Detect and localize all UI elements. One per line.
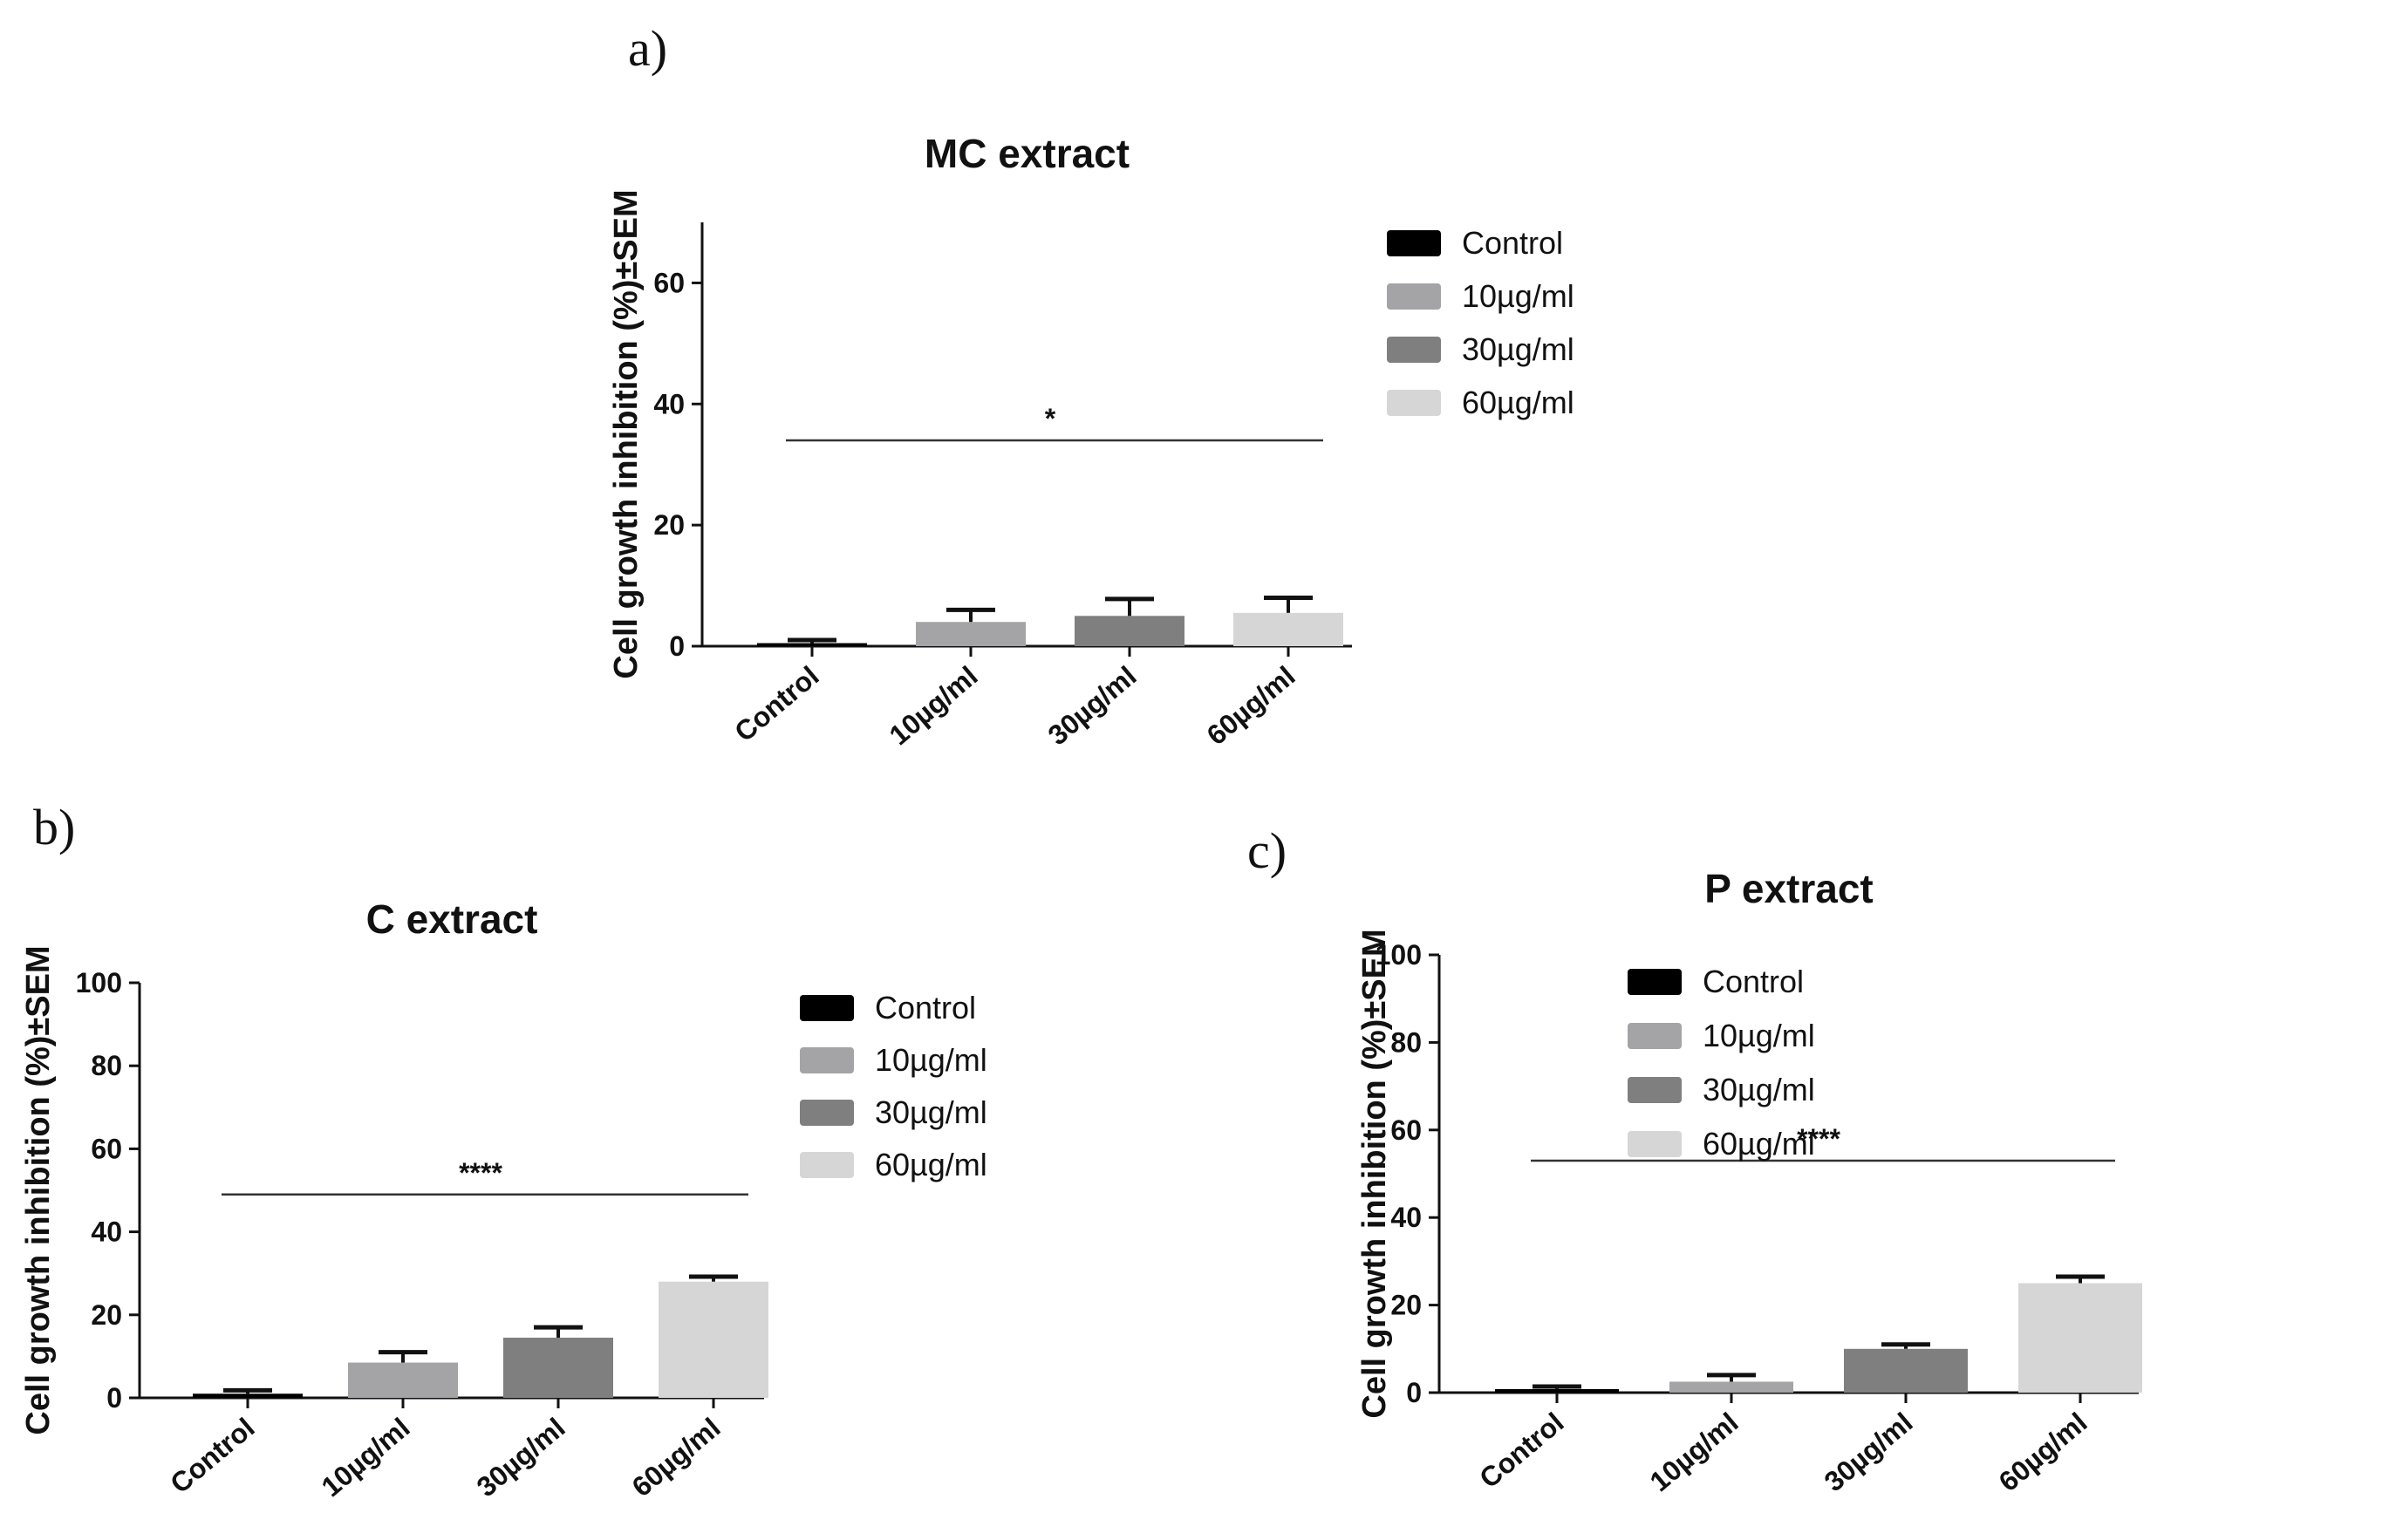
- legend-swatch-1: [1628, 1023, 1682, 1049]
- x-tick-label: 60µg/ml: [626, 1412, 727, 1503]
- legend-label-0: Control: [1703, 964, 1804, 999]
- bar-3: [1233, 612, 1343, 646]
- panel-letter: c): [1247, 822, 1287, 879]
- legend-label-3: 60µg/ml: [875, 1147, 987, 1182]
- legend-label-3: 60µg/ml: [1462, 385, 1574, 420]
- chart-title: MC extract: [925, 131, 1130, 176]
- legend-swatch-0: [800, 995, 854, 1021]
- bar-3: [2018, 1283, 2142, 1393]
- x-tick-label: 10µg/ml: [884, 660, 984, 752]
- bar-2: [1844, 1348, 1968, 1393]
- x-tick-label: 10µg/ml: [1644, 1407, 1744, 1498]
- x-tick-label: 30µg/ml: [1042, 660, 1143, 752]
- legend-swatch-2: [800, 1100, 854, 1126]
- y-tick-label: 100: [1376, 939, 1422, 971]
- panel-letter: b): [33, 799, 75, 855]
- y-tick-label: 0: [106, 1382, 122, 1414]
- bar-2: [1075, 616, 1184, 646]
- y-tick-label: 20: [1390, 1290, 1422, 1321]
- y-tick-label: 20: [91, 1299, 122, 1331]
- y-axis-label: Cell growth inhibition (%)±SEM: [1356, 929, 1393, 1418]
- legend-swatch-0: [1628, 969, 1682, 995]
- chart-panel-0: a) MC extract Cell growth inhibition (%)±S…: [608, 20, 1574, 751]
- chart-panel-2: c) P extract Cell growth inhibition (%)±SE…: [1247, 822, 2142, 1497]
- y-tick-label: 40: [91, 1216, 122, 1248]
- bar-0: [1495, 1388, 1619, 1393]
- panel-letter: a): [628, 20, 667, 77]
- x-tick-label: 60µg/ml: [1201, 660, 1301, 752]
- chart-title: C extract: [366, 896, 538, 942]
- legend-label-0: Control: [1462, 225, 1563, 261]
- legend-swatch-2: [1387, 337, 1441, 363]
- legend-swatch-3: [1387, 390, 1441, 416]
- y-tick-label: 60: [1390, 1114, 1422, 1146]
- legend-label-1: 10µg/ml: [875, 1042, 987, 1078]
- x-tick-label: 30µg/ml: [471, 1412, 571, 1503]
- legend-label-2: 30µg/ml: [875, 1094, 987, 1130]
- bar-1: [916, 622, 1026, 646]
- y-axis-label: Cell growth inhibition (%)±SEM: [20, 945, 57, 1434]
- legend-label-1: 10µg/ml: [1703, 1018, 1815, 1053]
- bar-1: [1669, 1381, 1793, 1393]
- y-tick-label: 40: [1390, 1202, 1422, 1233]
- bar-3: [659, 1281, 768, 1398]
- significance-label: ****: [1797, 1123, 1840, 1155]
- y-tick-label: 0: [1406, 1377, 1422, 1408]
- x-tick-label: Control: [1473, 1407, 1569, 1495]
- y-tick-label: 40: [653, 388, 685, 419]
- significance-label: *: [1045, 403, 1056, 434]
- y-tick-label: 20: [653, 509, 685, 541]
- legend-label-3: 60µg/ml: [1703, 1126, 1815, 1162]
- legend-swatch-2: [1628, 1077, 1682, 1103]
- x-tick-label: Control: [164, 1412, 260, 1500]
- y-tick-label: 80: [1390, 1026, 1422, 1058]
- bar-2: [503, 1337, 613, 1398]
- legend-swatch-3: [1628, 1131, 1682, 1157]
- legend-swatch-1: [1387, 283, 1441, 310]
- y-tick-label: 0: [669, 630, 685, 662]
- legend-label-1: 10µg/ml: [1462, 278, 1574, 314]
- legend-swatch-0: [1387, 230, 1441, 256]
- y-tick-label: 60: [653, 267, 685, 298]
- legend-swatch-3: [800, 1152, 854, 1178]
- x-tick-label: 60µg/ml: [1993, 1407, 2093, 1498]
- legend-label-2: 30µg/ml: [1462, 331, 1574, 367]
- y-axis-label: Cell growth inhibition (%)±SEM: [608, 189, 645, 678]
- y-tick-label: 80: [91, 1050, 122, 1081]
- bar-1: [348, 1362, 458, 1398]
- y-tick-label: 100: [76, 967, 122, 998]
- legend-label-2: 30µg/ml: [1703, 1072, 1815, 1107]
- legend-swatch-1: [800, 1047, 854, 1073]
- legend-label-0: Control: [875, 990, 976, 1026]
- x-tick-label: Control: [728, 660, 824, 748]
- significance-label: ****: [459, 1157, 502, 1189]
- bar-0: [757, 643, 867, 646]
- chart-panel-1: b) C extract Cell growth inhibition (%)±SE…: [20, 799, 987, 1503]
- x-tick-label: 30µg/ml: [1819, 1407, 1919, 1498]
- bar-0: [193, 1393, 303, 1398]
- x-tick-label: 10µg/ml: [316, 1412, 416, 1503]
- y-tick-label: 60: [91, 1133, 122, 1164]
- chart-title: P extract: [1704, 866, 1874, 911]
